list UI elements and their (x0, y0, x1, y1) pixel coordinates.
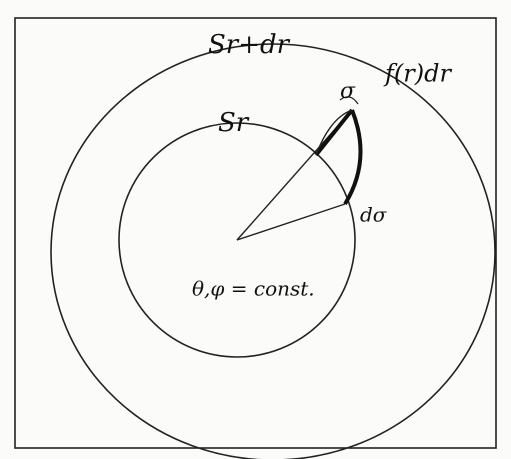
sigma-label: σ (340, 79, 356, 104)
condition-label: θ,φ = const. (192, 277, 315, 301)
thick-arc (343, 109, 363, 206)
cone-arc (315, 109, 353, 156)
outer-label: Sr+dr (208, 30, 291, 60)
outer-sphere (50, 43, 496, 459)
flux-label: f(r)dr (383, 60, 452, 88)
frame (14, 17, 497, 449)
thick-radial (314, 108, 354, 157)
ray-lower (236, 203, 346, 241)
sigma-mark (339, 96, 359, 105)
inner-label: Sr (218, 108, 250, 138)
inner-sphere (118, 122, 356, 358)
area-label: dσ (360, 203, 388, 227)
